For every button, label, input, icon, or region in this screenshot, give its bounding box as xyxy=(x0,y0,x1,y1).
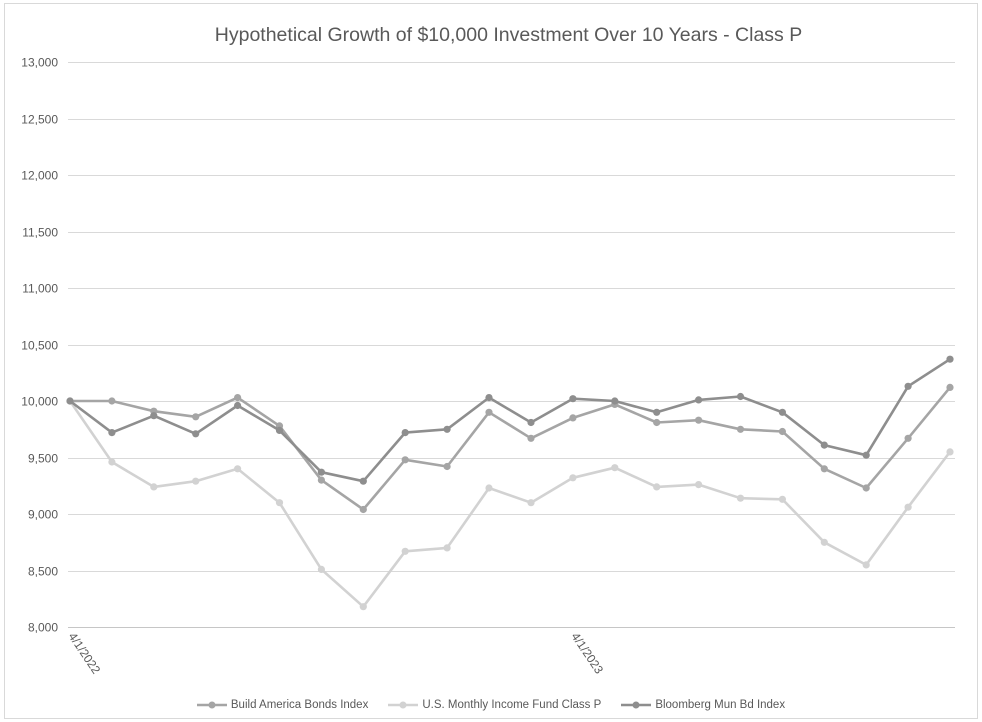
build-america-bonds-index-point xyxy=(192,413,200,421)
build-america-bonds-index-point xyxy=(527,434,535,442)
y-tick-label: 10,500 xyxy=(21,339,58,353)
bloomberg-mun-bd-index-line xyxy=(68,357,952,483)
build-america-bonds-index-point xyxy=(820,465,828,473)
u-s-monthly-income-fund-class-p-point xyxy=(695,481,703,489)
legend-item-build-america-bonds-index: Build America Bonds Index xyxy=(196,698,369,712)
build-america-bonds-index-point xyxy=(946,383,954,391)
legend-item-us-monthly-income-fund-class-p: U.S. Monthly Income Fund Class P xyxy=(388,698,601,712)
u-s-monthly-income-fund-class-p-point xyxy=(359,603,367,611)
y-tick-label: 12,500 xyxy=(21,113,58,127)
legend-label: U.S. Monthly Income Fund Class P xyxy=(422,699,602,711)
build-america-bonds-index-line xyxy=(68,386,952,511)
u-s-monthly-income-fund-class-p-point xyxy=(192,477,200,485)
build-america-bonds-index-point xyxy=(778,427,787,436)
bloomberg-mun-bd-index-point xyxy=(695,396,703,404)
build-america-bonds-index-point xyxy=(485,408,493,416)
y-axis: 8,000 8,500 9,000 9,500 10,000 10,500 11,000 11… xyxy=(21,56,58,635)
build-america-bonds-index-point xyxy=(317,476,325,484)
y-tick-label: 13,000 xyxy=(21,56,58,70)
u-s-monthly-income-fund-class-p-point xyxy=(317,565,325,574)
bloomberg-mun-bd-index-point xyxy=(527,418,535,427)
build-america-bonds-index-point xyxy=(234,394,242,402)
u-s-monthly-income-fund-class-p-point xyxy=(275,499,284,507)
chart-title: Hypothetical Growth of $10,000 Investmen… xyxy=(214,24,803,46)
u-s-monthly-income-fund-class-p-point xyxy=(108,458,116,466)
bloomberg-mun-bd-index-point xyxy=(946,355,954,363)
bloomberg-mun-bd-index-point xyxy=(862,451,870,459)
u-s-monthly-income-fund-class-p-point xyxy=(443,544,451,552)
bloomberg-mun-bd-index-point xyxy=(317,468,325,476)
legend-line-marker xyxy=(196,701,227,709)
u-s-monthly-income-fund-class-p-point xyxy=(527,499,535,507)
bloomberg-mun-bd-index-point xyxy=(401,429,409,437)
u-s-monthly-income-fund-class-p-line xyxy=(68,399,952,609)
bloomberg-mun-bd-index-point xyxy=(904,382,912,390)
u-s-monthly-income-fund-class-p-point xyxy=(234,465,242,473)
bloomberg-mun-bd-index-point xyxy=(611,397,619,405)
legend-label: Bloomberg Mun Bd Index xyxy=(655,699,786,711)
u-s-monthly-income-fund-class-p-point xyxy=(904,503,912,511)
chart-border xyxy=(4,3,978,719)
bloomberg-mun-bd-index-point xyxy=(485,394,493,402)
build-america-bonds-index-point xyxy=(653,418,661,427)
legend: Build America Bonds Index U.S. Monthly I… xyxy=(0,697,982,713)
y-tick-label: 9,000 xyxy=(28,508,58,522)
y-tick-label: 8,500 xyxy=(28,565,58,579)
bloomberg-mun-bd-index-point xyxy=(443,425,451,433)
u-s-monthly-income-fund-class-p-point xyxy=(485,484,493,492)
x-tick-label: 4/1/2022 xyxy=(66,630,104,677)
x-tick-label: 4/1/2023 xyxy=(568,630,606,677)
legend-line-marker xyxy=(621,701,652,709)
u-s-monthly-income-fund-class-p-point xyxy=(778,495,787,503)
u-s-monthly-income-fund-class-p-point xyxy=(611,464,619,472)
bloomberg-mun-bd-index-point xyxy=(275,426,284,434)
build-america-bonds-index-point xyxy=(862,484,870,492)
bloomberg-mun-bd-index-point xyxy=(108,429,116,437)
series-bloomberg-mun-bd-index xyxy=(66,355,954,485)
bloomberg-mun-bd-index-point xyxy=(192,430,200,438)
build-america-bonds-index-point xyxy=(904,434,912,442)
u-s-monthly-income-fund-class-p-point xyxy=(401,547,409,555)
y-tick-label: 11,000 xyxy=(22,282,58,296)
bloomberg-mun-bd-index-point xyxy=(653,408,661,416)
build-america-bonds-index-point xyxy=(569,414,577,422)
bloomberg-mun-bd-index-point xyxy=(778,408,787,416)
bloomberg-mun-bd-index-point xyxy=(359,477,367,485)
bloomberg-mun-bd-index-point xyxy=(66,397,74,405)
y-tick-label: 10,000 xyxy=(21,395,58,409)
u-s-monthly-income-fund-class-p-point xyxy=(736,494,745,502)
build-america-bonds-index-point xyxy=(359,505,367,514)
legend-label: Build America Bonds Index xyxy=(230,699,369,711)
series-build-america-bonds-index xyxy=(66,383,954,514)
bloomberg-mun-bd-index-point xyxy=(569,395,577,403)
series-u-s-monthly-income-fund-class-p xyxy=(66,397,954,611)
u-s-monthly-income-fund-class-p-point xyxy=(820,538,828,546)
y-tick-label: 8,000 xyxy=(28,621,58,635)
bloomberg-mun-bd-index-point xyxy=(736,392,745,401)
u-s-monthly-income-fund-class-p-point xyxy=(569,474,577,482)
u-s-monthly-income-fund-class-p-point xyxy=(862,561,870,569)
u-s-monthly-income-fund-class-p-point xyxy=(653,483,661,491)
build-america-bonds-index-point xyxy=(401,456,409,464)
build-america-bonds-index-point xyxy=(108,397,116,405)
y-tick-label: 11,500 xyxy=(22,226,58,240)
u-s-monthly-income-fund-class-p-point xyxy=(150,483,158,491)
bloomberg-mun-bd-index-point xyxy=(150,412,158,420)
build-america-bonds-index-point xyxy=(736,425,745,433)
build-america-bonds-index-point xyxy=(695,416,703,424)
u-s-monthly-income-fund-class-p-point xyxy=(946,448,954,456)
y-tick-label: 9,500 xyxy=(28,452,58,466)
y-tick-label: 12,000 xyxy=(21,169,58,183)
gridlines xyxy=(68,62,955,628)
legend-line-marker xyxy=(388,701,419,709)
build-america-bonds-index-point xyxy=(443,462,451,471)
x-axis: 4/1/2022 4/1/2023 xyxy=(66,630,607,677)
bloomberg-mun-bd-index-point xyxy=(234,401,242,410)
bloomberg-mun-bd-index-point xyxy=(820,441,828,449)
legend-item-bloomberg-mun-bd-index: Bloomberg Mun Bd Index xyxy=(621,698,785,712)
